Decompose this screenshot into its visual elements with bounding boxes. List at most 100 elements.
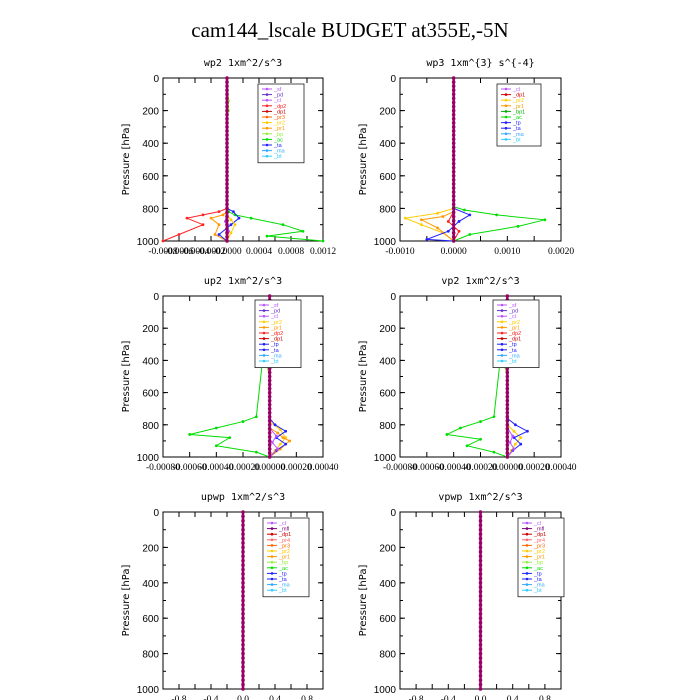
legend-marker [504, 138, 508, 141]
legend-marker [525, 560, 529, 564]
legend-marker [525, 527, 529, 530]
series-point-_bt [241, 673, 245, 678]
legend-entry: _ma [278, 583, 291, 589]
x-tick-label: 0.00020 [281, 463, 312, 473]
series-point-_pr2 [233, 223, 237, 227]
x-tick-label: -0.0006 [164, 247, 194, 257]
series-point-_bt [225, 153, 229, 158]
legend-marker [270, 549, 274, 553]
series-point-_bt [267, 378, 272, 383]
series-point-_pr2 [436, 211, 439, 215]
series-point-_bt [267, 427, 272, 431]
series-point-_bt [451, 129, 456, 133]
y-tick-label: 400 [379, 139, 396, 150]
series-point-_bt [267, 431, 272, 435]
legend-entry: _bt [273, 154, 282, 160]
series-point-_bt [225, 104, 229, 109]
series-point-_bt [451, 194, 456, 198]
x-tick-label: 0.00040 [308, 463, 339, 473]
series-point-_bt [505, 435, 510, 439]
legend-entry: _bp1 [512, 109, 525, 115]
y-tick-label: 1000 [374, 685, 397, 696]
series-point-_bt [478, 527, 483, 532]
legend-entry: _pr3 [273, 115, 285, 121]
legend-marker [525, 521, 529, 525]
series-point-_bt [478, 616, 483, 620]
legend-entry: _dp1 [508, 337, 521, 343]
series-point-_bt [241, 620, 245, 625]
y-tick-label: 200 [379, 543, 396, 554]
series-point-_bt [225, 76, 229, 80]
legend-entry: _ta [512, 126, 522, 132]
series-point-_bt [505, 427, 510, 431]
series-point-_ac [445, 433, 449, 436]
legend-entry: _dp2 [270, 331, 283, 337]
series-point-_bt [478, 673, 483, 678]
x-tick-label: -0.00020 [463, 463, 497, 473]
legend-entry: _dp2 [508, 331, 521, 337]
series-point-_bt [451, 76, 456, 80]
series-point-_bt [241, 625, 245, 629]
series-point-_ac [301, 229, 305, 233]
legend-entry: _bp [278, 560, 288, 566]
legend-marker [504, 93, 508, 96]
series-point-_bt [478, 554, 483, 559]
series-point-_ac [241, 420, 245, 423]
legend-marker [265, 121, 269, 124]
series-point-_bt [505, 455, 510, 459]
series-point-_bt [225, 80, 229, 84]
series-point-_bt [478, 642, 483, 647]
legend-entry: _bp [533, 560, 543, 566]
series-point-_bt [225, 218, 229, 223]
series-point-_bt [478, 629, 483, 634]
series-point-_bt [451, 161, 456, 166]
legend-entry: _ac [278, 566, 288, 572]
series-point-_bt [241, 638, 245, 643]
series-point-_bt [225, 100, 229, 105]
legend-entry: _dp2 [273, 104, 286, 110]
series-point-_bt [241, 634, 245, 638]
series-point-_pr1 [209, 216, 213, 220]
series-point-_bt [505, 390, 510, 395]
legend-entry: _ac [273, 137, 283, 143]
series-point-_dp1 [281, 436, 285, 440]
legend-entry: _pr2 [273, 121, 285, 127]
legend-entry: _ta [273, 143, 283, 149]
legend-entry: _pr4 [278, 538, 290, 544]
legend-entry: _pr1 [273, 126, 285, 132]
series-point-_tp [457, 220, 461, 223]
series-point-_bt [241, 669, 245, 674]
series-point-_bt [241, 682, 245, 687]
legend-marker [270, 532, 274, 536]
series-point-_bt [225, 161, 229, 166]
series-point-_ac [492, 415, 496, 419]
legend-marker [525, 572, 529, 575]
series-point-_bt [225, 121, 229, 125]
series-point-_bt [505, 402, 510, 407]
legend-entry: _dp1 [512, 93, 525, 99]
series-point-_cl [274, 434, 278, 438]
series-point-_bt [267, 410, 272, 415]
panel-title: vp2 1xm^2/s^3 [441, 276, 519, 287]
legend-marker [265, 93, 269, 96]
series-point-_bt [451, 202, 456, 207]
series-point-_bt [451, 157, 456, 162]
series-point-_bt [478, 567, 483, 572]
series-point-_bt [478, 651, 483, 656]
series-point-_bt [225, 190, 229, 194]
series-point-_pr2 [229, 218, 233, 222]
legend-marker [262, 354, 266, 357]
series-point-_bt [451, 112, 456, 117]
series-point-_bt [241, 514, 245, 519]
x-tick-label: -0.0008 [148, 247, 178, 257]
legend-entry: _cl [533, 521, 541, 527]
series-point-_bt [451, 206, 456, 211]
x-tick-label: 0.8 [539, 695, 551, 700]
legend-entry: _bt [508, 359, 517, 365]
series-point-_bt [451, 149, 456, 154]
panel-title: vpwp 1xm^2/s^3 [438, 492, 522, 503]
x-tick-label: 0.4 [507, 695, 519, 700]
x-tick-label: 0.0008 [278, 247, 304, 257]
y-axis-label: Pressure [hPa] [121, 341, 132, 413]
legend-entry: _tp [270, 342, 279, 348]
